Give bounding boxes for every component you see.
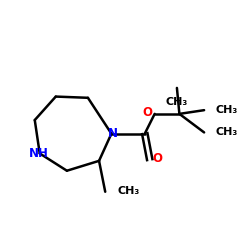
Text: N: N — [108, 127, 118, 140]
Text: O: O — [142, 106, 152, 119]
Text: CH₃: CH₃ — [215, 105, 238, 115]
Text: CH₃: CH₃ — [118, 186, 140, 196]
Text: NH: NH — [28, 147, 48, 160]
Text: CH₃: CH₃ — [215, 128, 238, 138]
Text: O: O — [152, 152, 162, 165]
Text: CH₃: CH₃ — [166, 96, 188, 106]
